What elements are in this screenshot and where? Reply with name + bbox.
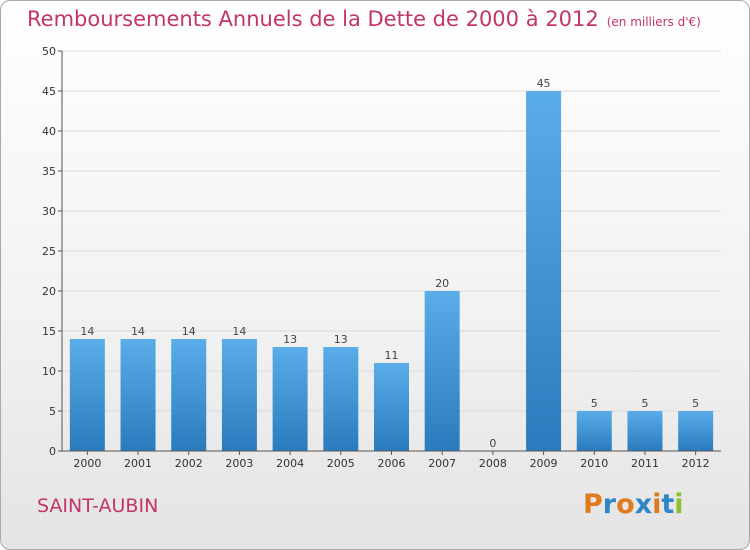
- y-tick-label: 50: [42, 45, 56, 58]
- x-tick-label: 2008: [479, 457, 507, 470]
- bar: [678, 411, 714, 451]
- x-tick-label: 2010: [580, 457, 608, 470]
- x-tick-label: 2011: [631, 457, 659, 470]
- data-label: 14: [131, 325, 145, 338]
- data-label: 13: [283, 333, 297, 346]
- y-tick-label: 0: [49, 445, 56, 458]
- logo-letter: x: [634, 489, 653, 520]
- logo-letter: i: [674, 489, 684, 520]
- bar: [526, 91, 562, 451]
- logo-letter: r: [602, 489, 617, 520]
- x-tick-label: 2000: [73, 457, 101, 470]
- y-tick-label: 45: [42, 85, 56, 98]
- x-tick-label: 2012: [682, 457, 710, 470]
- data-label: 5: [692, 397, 699, 410]
- y-tick-label: 40: [42, 125, 56, 138]
- bar: [424, 291, 460, 451]
- bar: [69, 339, 105, 451]
- y-tick-label: 35: [42, 165, 56, 178]
- bar: [627, 411, 663, 451]
- x-tick-label: 2001: [124, 457, 152, 470]
- data-label: 14: [182, 325, 196, 338]
- labels: 0510152025303540455020001420011420021420…: [42, 45, 710, 470]
- bar: [120, 339, 156, 451]
- data-label: 13: [334, 333, 348, 346]
- y-tick-label: 20: [42, 285, 56, 298]
- bar: [374, 363, 409, 451]
- x-tick-label: 2002: [175, 457, 203, 470]
- y-tick-label: 5: [49, 405, 56, 418]
- logo-letter: t: [661, 489, 675, 520]
- bar: [272, 347, 308, 451]
- x-tick-label: 2004: [276, 457, 304, 470]
- data-label: 14: [80, 325, 94, 338]
- data-label: 14: [232, 325, 246, 338]
- chart-title: Remboursements Annuels de la Dette de 20…: [27, 7, 701, 31]
- logo-letter: o: [616, 489, 635, 520]
- bar: [221, 339, 257, 451]
- logo-letter: i: [652, 489, 662, 520]
- y-tick-label: 15: [42, 325, 56, 338]
- x-tick-label: 2007: [428, 457, 456, 470]
- bar: [323, 347, 359, 451]
- y-tick-label: 10: [42, 365, 56, 378]
- y-tick-label: 25: [42, 245, 56, 258]
- logo-letter: P: [583, 489, 603, 520]
- data-label: 45: [537, 77, 551, 90]
- chart-subtitle: (en milliers d'€): [606, 15, 701, 29]
- y-tick-label: 30: [42, 205, 56, 218]
- data-label: 11: [385, 349, 399, 362]
- x-tick-label: 2005: [327, 457, 355, 470]
- data-label: 20: [435, 277, 449, 290]
- data-label: 0: [489, 437, 496, 450]
- data-label: 5: [591, 397, 598, 410]
- city-name: SAINT-AUBIN: [37, 495, 159, 517]
- bar: [171, 339, 207, 451]
- proxiti-logo[interactable]: Proxiti: [583, 489, 684, 520]
- bars: [69, 91, 714, 451]
- x-tick-label: 2003: [225, 457, 253, 470]
- axes: [58, 50, 721, 455]
- x-tick-label: 2006: [378, 457, 406, 470]
- bar: [576, 411, 612, 451]
- data-label: 5: [641, 397, 648, 410]
- x-tick-label: 2009: [530, 457, 558, 470]
- chart-title-text: Remboursements Annuels de la Dette de 20…: [27, 7, 599, 31]
